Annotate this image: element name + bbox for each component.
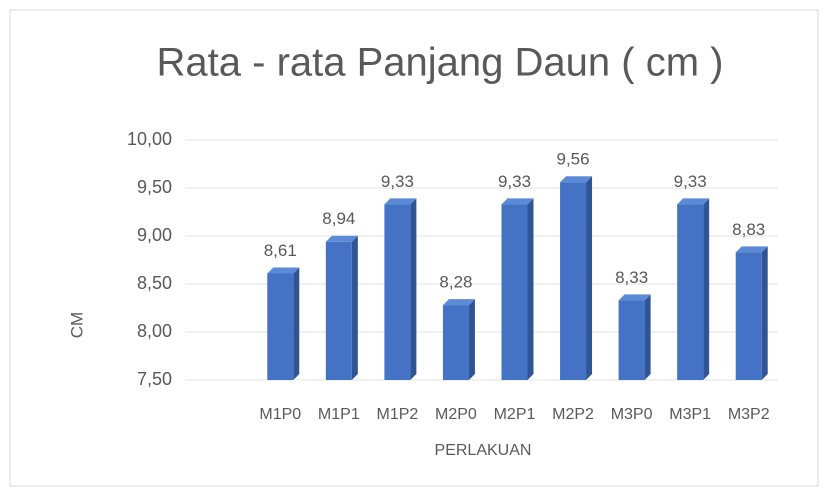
bar <box>618 300 645 380</box>
y-tick-label: 10,00 <box>127 129 172 149</box>
x-tick-label: M3P2 <box>728 406 770 423</box>
data-label: 9,56 <box>557 150 590 169</box>
bar-side <box>761 246 768 380</box>
bar <box>267 273 294 380</box>
bar-top <box>560 176 593 183</box>
bar-side <box>468 299 475 380</box>
bar-top <box>735 246 768 253</box>
chart-title: Rata - rata Panjang Daun ( cm ) <box>157 41 724 85</box>
y-tick-label: 9,50 <box>137 177 172 197</box>
bar-top <box>677 198 710 205</box>
data-label: 9,33 <box>674 172 707 191</box>
bar <box>677 204 704 380</box>
x-tick-label: M1P0 <box>259 406 301 423</box>
bar <box>560 182 587 380</box>
bar-side <box>351 235 358 380</box>
y-tick-label: 8,00 <box>137 321 172 341</box>
bar <box>442 305 469 380</box>
x-tick-label: M3P0 <box>611 406 653 423</box>
y-axis-title: CM <box>67 312 86 338</box>
bar-top <box>325 235 358 242</box>
x-tick-label: M1P1 <box>318 406 360 423</box>
bar <box>735 252 762 380</box>
x-tick-label: M2P0 <box>435 406 477 423</box>
bar-top <box>442 299 475 306</box>
bar-top <box>618 294 651 301</box>
x-tick-label: M3P1 <box>669 406 711 423</box>
bar-side <box>410 198 417 380</box>
y-tick-label: 9,00 <box>137 225 172 245</box>
bar-side <box>644 294 651 380</box>
x-tick-label: M1P2 <box>376 406 418 423</box>
bar <box>501 204 528 380</box>
bar <box>384 204 411 380</box>
bar <box>325 241 352 380</box>
data-label: 8,94 <box>322 209 355 228</box>
bar-top <box>501 198 534 205</box>
x-tick-label: M2P2 <box>552 406 594 423</box>
data-label: 9,33 <box>498 172 531 191</box>
x-axis-title: PERLAKUAN <box>435 442 532 459</box>
data-label: 9,33 <box>381 172 414 191</box>
y-tick-label: 8,50 <box>137 273 172 293</box>
data-label: 8,83 <box>732 220 765 239</box>
bar-top <box>267 267 300 274</box>
y-tick-label: 7,50 <box>137 369 172 389</box>
bar-side <box>293 267 300 380</box>
bar-side <box>586 176 593 380</box>
data-label: 8,28 <box>439 273 472 292</box>
x-tick-label: M2P1 <box>494 406 536 423</box>
bar-top <box>384 198 417 205</box>
bar-side <box>527 198 534 380</box>
bar-side <box>703 198 710 380</box>
data-label: 8,61 <box>264 241 297 260</box>
data-label: 8,33 <box>615 268 648 287</box>
